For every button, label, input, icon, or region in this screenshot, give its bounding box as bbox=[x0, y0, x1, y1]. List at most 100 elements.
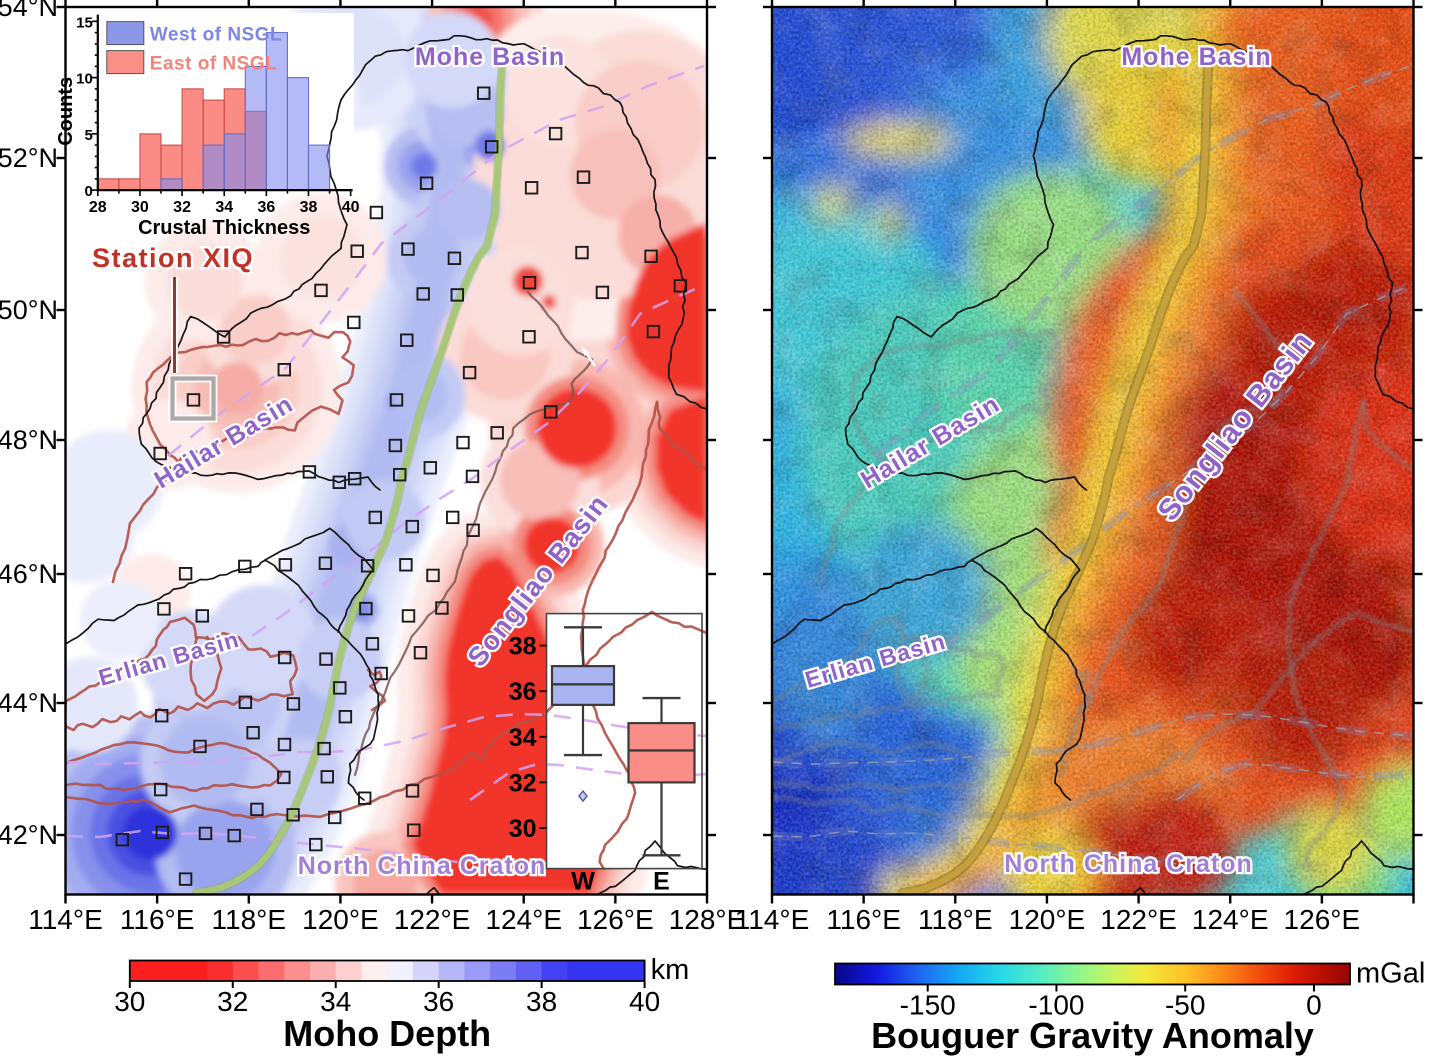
hist-xtick: 34 bbox=[215, 199, 233, 216]
lon-tick-label: 124°E bbox=[485, 904, 562, 935]
basin-outline bbox=[894, 634, 931, 704]
moho-cbar-tick: 40 bbox=[629, 986, 660, 1017]
box-category-label: W bbox=[571, 868, 595, 896]
fault-dashed-line bbox=[167, 64, 705, 458]
basin-outline bbox=[655, 400, 707, 472]
lat-tick-label: 54°N bbox=[0, 0, 58, 22]
basin-outline bbox=[111, 460, 180, 584]
station-marker bbox=[401, 242, 415, 256]
xiq-highlight-box bbox=[170, 376, 216, 421]
province-border bbox=[1132, 886, 1147, 895]
box-category-label: E bbox=[653, 868, 670, 896]
box-ytick: 34 bbox=[509, 724, 537, 752]
label-mohe: Mohe Basin bbox=[415, 43, 565, 71]
station-marker bbox=[250, 802, 264, 817]
lon-tick-label: 120°E bbox=[302, 904, 379, 935]
station-marker bbox=[178, 567, 193, 581]
hist-ytick: 5 bbox=[84, 127, 92, 144]
fault-dashed-line bbox=[772, 830, 1177, 865]
fault-dashed-line bbox=[65, 829, 471, 866]
station-marker bbox=[522, 276, 537, 290]
hist-ylabel: Counts bbox=[55, 77, 77, 146]
bouguer-cbar-title: Bouguer Gravity Anomaly bbox=[871, 1015, 1314, 1056]
province-border bbox=[264, 527, 375, 633]
station-marker bbox=[393, 468, 407, 482]
province-border bbox=[597, 840, 707, 895]
station-marker bbox=[419, 176, 434, 190]
bouguer-cbar-tick: 0 bbox=[1306, 990, 1322, 1021]
fault-dashed-line bbox=[227, 282, 707, 654]
province-border bbox=[65, 559, 380, 801]
white-arrow-head bbox=[580, 345, 590, 356]
province-border bbox=[970, 527, 1081, 633]
right-map-field bbox=[772, 7, 1414, 895]
station-marker bbox=[333, 681, 347, 695]
station-marker bbox=[435, 601, 449, 615]
station-marker bbox=[317, 741, 331, 756]
hist-bar-west bbox=[307, 144, 331, 191]
songliao-west-boundary bbox=[1058, 289, 1302, 778]
moho-cbar-tick: 34 bbox=[320, 986, 351, 1017]
station-marker bbox=[399, 558, 413, 572]
station-marker bbox=[477, 86, 491, 100]
station-marker bbox=[359, 601, 373, 616]
box-ytick: 36 bbox=[509, 678, 537, 706]
lat-tick-label: 52°N bbox=[0, 143, 58, 173]
lon-tick-label: 126°E bbox=[1284, 904, 1361, 935]
province-border bbox=[340, 34, 707, 410]
fault-dashed-line bbox=[772, 713, 1414, 765]
hist-ytick: 15 bbox=[76, 14, 93, 31]
station-marker bbox=[309, 837, 323, 852]
basin-outline bbox=[772, 615, 1007, 733]
hist-bar-east bbox=[181, 88, 204, 191]
station-marker bbox=[348, 472, 362, 486]
basin-outline bbox=[65, 616, 299, 732]
station-marker bbox=[314, 283, 328, 298]
hist-xtick: 36 bbox=[257, 199, 275, 216]
station-marker bbox=[405, 519, 419, 534]
station-marker bbox=[423, 461, 437, 475]
basin-outline bbox=[65, 610, 707, 820]
bouguer-cbar-tick: -50 bbox=[1165, 990, 1205, 1021]
moho-cbar-tick: 38 bbox=[526, 986, 557, 1017]
province-border bbox=[1303, 840, 1414, 895]
station-marker bbox=[369, 205, 384, 220]
station-marker bbox=[416, 287, 430, 301]
province-border bbox=[844, 99, 1088, 491]
station-marker bbox=[358, 791, 372, 805]
lon-tick-label: 116°E bbox=[120, 904, 195, 935]
station-marker bbox=[154, 709, 169, 723]
basin-outline bbox=[579, 400, 659, 871]
station-marker bbox=[278, 650, 292, 665]
label-station-xiq: Station XIQ bbox=[92, 243, 254, 273]
hist-bar-east bbox=[118, 178, 141, 191]
station-marker bbox=[347, 315, 361, 330]
station-marker bbox=[544, 405, 558, 419]
hist-bar-west bbox=[286, 77, 310, 191]
station-marker bbox=[238, 559, 252, 574]
station-marker bbox=[407, 823, 421, 837]
fault-dashed-line bbox=[1174, 759, 1414, 804]
station-marker bbox=[350, 244, 364, 258]
province-border bbox=[772, 559, 1087, 801]
basin-outline bbox=[65, 741, 283, 792]
station-marker bbox=[446, 510, 460, 525]
station-marker bbox=[490, 426, 504, 440]
station-marker bbox=[320, 770, 334, 784]
lon-tick-label: 118°E bbox=[918, 904, 993, 935]
station-marker bbox=[466, 523, 480, 537]
lat-tick-label: 42°N bbox=[0, 820, 58, 850]
station-marker bbox=[524, 181, 539, 195]
basin-outline bbox=[1284, 399, 1367, 872]
station-marker bbox=[450, 288, 464, 302]
box-E bbox=[627, 722, 696, 784]
box-outlier bbox=[578, 789, 588, 803]
station-marker bbox=[365, 637, 380, 651]
station-marker bbox=[673, 279, 688, 293]
map-frame bbox=[64, 5, 709, 896]
lon-tick-label: 118°E bbox=[212, 904, 287, 935]
station-marker bbox=[328, 810, 342, 825]
station-marker bbox=[195, 609, 210, 623]
